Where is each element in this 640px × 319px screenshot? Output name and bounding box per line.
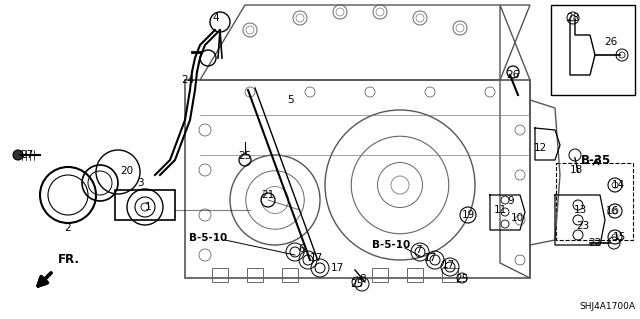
Text: 11: 11	[493, 205, 507, 215]
Text: 16: 16	[605, 206, 619, 216]
Text: 7: 7	[415, 245, 421, 255]
Text: 17: 17	[442, 260, 454, 270]
Text: 20: 20	[120, 166, 134, 176]
Text: 17: 17	[424, 253, 436, 263]
Text: 26: 26	[604, 37, 618, 47]
Text: 26: 26	[506, 70, 520, 80]
Text: B-35: B-35	[581, 153, 611, 167]
Text: 3: 3	[137, 178, 143, 188]
Text: 17: 17	[330, 263, 344, 273]
Text: 12: 12	[533, 143, 547, 153]
Text: 1: 1	[145, 202, 151, 212]
Text: SHJ4A1700A: SHJ4A1700A	[579, 302, 635, 311]
Text: 25: 25	[456, 274, 468, 284]
Text: 5: 5	[287, 95, 293, 105]
Text: 21: 21	[261, 190, 275, 200]
Bar	[372, 268, 388, 282]
Text: 19: 19	[461, 210, 475, 220]
Text: FR.: FR.	[58, 253, 80, 266]
Text: 17: 17	[309, 253, 323, 263]
Text: B-5-10: B-5-10	[372, 240, 410, 250]
Text: 13: 13	[573, 205, 587, 215]
Text: 24: 24	[181, 75, 195, 85]
Text: 25: 25	[238, 151, 252, 161]
Text: 15: 15	[612, 232, 626, 242]
Text: 14: 14	[611, 180, 625, 190]
Bar	[212, 268, 228, 282]
Text: 25: 25	[350, 279, 364, 289]
Bar	[247, 268, 263, 282]
Text: 8: 8	[360, 274, 366, 284]
Text: B-5-10: B-5-10	[189, 233, 227, 243]
Circle shape	[13, 150, 23, 160]
Bar	[407, 268, 423, 282]
Text: 23: 23	[577, 221, 589, 231]
Text: 22: 22	[588, 238, 602, 248]
Text: 6: 6	[299, 244, 305, 254]
Bar	[556, 163, 633, 240]
Bar	[442, 268, 458, 282]
Text: 2: 2	[65, 223, 71, 233]
Text: 10: 10	[511, 213, 524, 223]
Text: 18: 18	[570, 165, 582, 175]
Bar	[282, 268, 298, 282]
Text: 4: 4	[212, 13, 220, 23]
Text: 28: 28	[566, 13, 580, 23]
Text: 27: 27	[20, 150, 34, 160]
Bar	[551, 5, 635, 95]
Text: 9: 9	[508, 196, 515, 206]
